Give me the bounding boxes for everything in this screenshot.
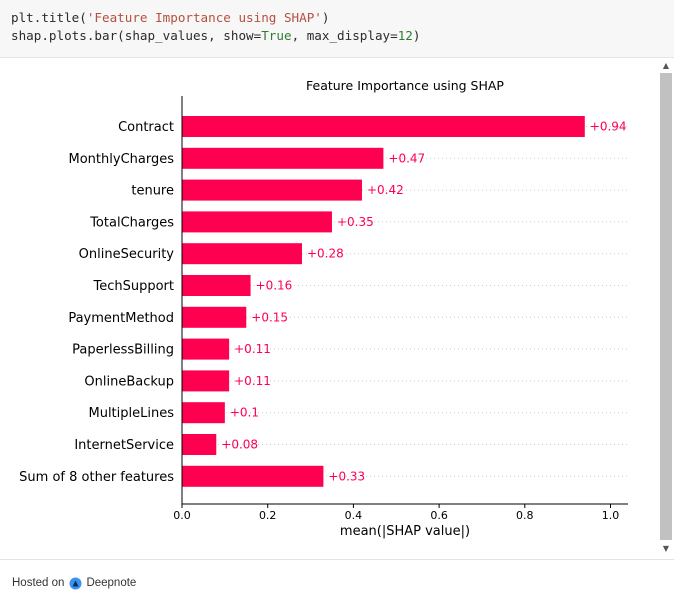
value-label: +0.28 <box>307 247 344 261</box>
x-tick-label: 0.8 <box>516 509 534 522</box>
vertical-scrollbar[interactable]: ▲ ▼ <box>659 58 673 559</box>
code-string: 'Feature Importance using SHAP' <box>86 10 322 25</box>
bar <box>182 434 217 455</box>
footer-divider <box>0 559 674 560</box>
shap-bar-chart: Feature Importance using SHAP Contract Mo… <box>19 78 628 539</box>
x-axis-label: mean(|SHAP value|) <box>340 524 470 539</box>
category-label: MultipleLines <box>88 406 174 421</box>
code-line-1: plt.title('Feature Importance using SHAP… <box>11 9 674 27</box>
scrollbar-thumb[interactable] <box>660 73 672 540</box>
category-label: Sum of 8 other features <box>19 470 174 485</box>
bar <box>182 402 225 424</box>
x-tick-label: 0.4 <box>345 509 363 522</box>
value-label: +0.33 <box>328 469 365 483</box>
category-label: TotalCharges <box>89 215 174 230</box>
code-line-2: shap.plots.bar(shap_values, show=True, m… <box>11 27 674 45</box>
value-label: +0.11 <box>234 342 271 356</box>
x-tick-label: 0.6 <box>430 509 448 522</box>
x-tick-label: 0.0 <box>173 509 191 522</box>
chart-title: Feature Importance using SHAP <box>306 78 504 93</box>
category-label: OnlineBackup <box>84 374 174 389</box>
value-label: +0.42 <box>367 183 404 197</box>
value-label: +0.47 <box>388 151 425 165</box>
code-text: ) <box>412 28 421 43</box>
value-label: +0.11 <box>234 374 271 388</box>
value-label: +0.16 <box>256 279 293 293</box>
hosted-on-text: Hosted on <box>12 577 65 589</box>
category-label: TechSupport <box>92 279 174 294</box>
code-number: 12 <box>397 28 413 43</box>
bar <box>182 370 230 392</box>
code-text: ) <box>321 10 330 25</box>
value-label: +0.94 <box>590 120 627 134</box>
value-label: +0.15 <box>251 310 288 324</box>
category-label: OnlineSecurity <box>79 247 175 262</box>
value-label: +0.1 <box>230 406 259 420</box>
category-label: PaperlessBilling <box>72 343 174 358</box>
code-text: shap.plots.bar(shap_values, show= <box>11 28 262 43</box>
bar <box>182 465 324 487</box>
scroll-up-arrow-icon[interactable]: ▲ <box>662 61 670 70</box>
code-text: , max_display= <box>291 28 398 43</box>
x-tick-label: 1.0 <box>602 509 620 522</box>
cell-output: Feature Importance using SHAP Contract Mo… <box>0 58 674 559</box>
bar <box>182 275 251 296</box>
category-label: PaymentMethod <box>68 311 174 326</box>
scroll-down-arrow-icon[interactable]: ▼ <box>662 544 670 553</box>
bar <box>182 147 384 169</box>
category-label: InternetService <box>74 438 174 453</box>
bar <box>182 338 230 360</box>
x-tick-label: 0.2 <box>259 509 277 522</box>
bar <box>182 211 332 233</box>
value-label: +0.08 <box>221 438 258 452</box>
bar <box>182 306 247 328</box>
bar <box>182 243 302 265</box>
code-keyword: True <box>261 28 292 43</box>
bar <box>182 116 585 137</box>
footer: Hosted on Deepnote <box>12 575 136 591</box>
category-label: Contract <box>118 120 174 135</box>
bar <box>182 179 362 201</box>
category-label: MonthlyCharges <box>69 152 175 167</box>
value-label: +0.35 <box>337 215 374 229</box>
code-cell[interactable]: plt.title('Feature Importance using SHAP… <box>0 0 674 58</box>
code-text: plt.title( <box>11 10 87 25</box>
category-label: tenure <box>131 184 174 199</box>
deepnote-brand[interactable]: Deepnote <box>86 577 137 589</box>
deepnote-logo-icon <box>69 577 82 590</box>
